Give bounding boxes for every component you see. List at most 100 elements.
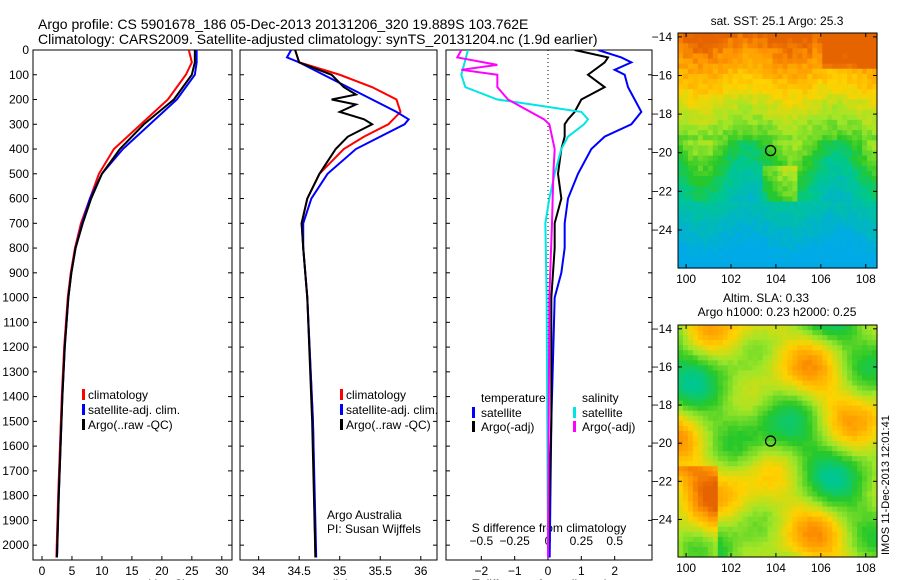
map-cell — [757, 176, 764, 182]
map-cell — [782, 145, 789, 152]
map-cell — [807, 89, 813, 95]
map-cell — [802, 140, 808, 146]
map-cell — [707, 526, 714, 533]
map-cell — [832, 521, 838, 528]
map-cell — [862, 385, 868, 392]
map-cell — [712, 385, 719, 392]
map-cell — [817, 145, 823, 152]
map-cell — [792, 435, 798, 442]
map-cell — [817, 257, 823, 264]
map-cell — [817, 227, 823, 233]
map-cell — [692, 340, 699, 346]
map-cell — [792, 33, 798, 39]
map-cell — [767, 365, 774, 371]
map-cell — [747, 350, 754, 356]
map-cell — [747, 400, 754, 407]
map-cell — [792, 506, 798, 513]
map-cell — [742, 546, 749, 553]
map-cell — [852, 155, 858, 162]
map-cell — [777, 430, 784, 437]
map-cell — [697, 466, 704, 472]
map-cell — [727, 446, 734, 452]
map-cell — [802, 375, 808, 382]
map-cell — [722, 405, 729, 412]
map-cell — [867, 119, 873, 126]
map-cell — [862, 73, 868, 80]
y-tick-label: 1200 — [2, 340, 29, 354]
map-cell — [767, 335, 774, 341]
map-cell — [847, 466, 853, 472]
map-cell — [872, 355, 878, 361]
map-cell — [697, 400, 704, 407]
map-cell — [792, 124, 798, 131]
legend-swatch — [472, 421, 475, 432]
map-cell — [727, 135, 734, 141]
map-cell — [867, 165, 873, 172]
map-cell — [732, 365, 739, 371]
map-cell — [852, 247, 858, 254]
map-cell — [817, 191, 823, 198]
map-cell — [737, 400, 744, 407]
map-cell — [687, 216, 694, 223]
map-cell — [862, 491, 868, 498]
map-cell — [702, 232, 709, 238]
map-cell — [827, 257, 833, 264]
map-cell — [847, 114, 853, 121]
map-cell — [697, 186, 704, 192]
map-cell — [872, 425, 878, 432]
map-cell — [737, 516, 744, 523]
map-cell — [812, 375, 818, 382]
map-cell — [797, 216, 803, 223]
map-cell — [678, 330, 684, 336]
map-cell — [822, 355, 828, 361]
map-cell — [767, 521, 774, 528]
map-cell — [777, 33, 784, 39]
map-cell — [727, 73, 734, 80]
map-cell — [727, 237, 734, 244]
map-cell — [712, 551, 719, 558]
map-cell — [697, 33, 704, 39]
map-cell — [872, 53, 878, 60]
map-cell — [852, 53, 858, 60]
map-cell — [872, 375, 878, 382]
map-cell — [782, 430, 789, 437]
map-cell — [827, 370, 833, 377]
map-cell — [847, 135, 853, 141]
map-cell — [722, 242, 729, 249]
map-cell — [842, 73, 848, 80]
map-cell — [782, 395, 789, 402]
map-cell — [827, 355, 833, 361]
map-cell — [832, 385, 838, 392]
map-cell — [872, 390, 878, 397]
map-cell — [772, 325, 779, 331]
map-cell — [787, 262, 794, 269]
map-cell — [862, 420, 868, 427]
map-cell — [817, 176, 823, 182]
map-cell — [797, 461, 803, 467]
map-cell — [787, 415, 794, 422]
map-cell — [707, 53, 714, 60]
map-cell — [682, 491, 689, 498]
map-cell — [837, 425, 843, 432]
map-cell — [697, 496, 704, 503]
map-cell — [792, 104, 798, 111]
map-cell — [717, 446, 724, 452]
map-cell — [777, 201, 784, 208]
map-cell — [732, 435, 739, 442]
map-cell — [717, 325, 724, 331]
map-cell — [787, 400, 794, 407]
map-cell — [852, 501, 858, 508]
map-cell — [732, 481, 739, 487]
map-cell — [697, 446, 704, 452]
map-cell — [757, 165, 764, 172]
map-cell — [822, 395, 828, 402]
map-cell — [752, 222, 759, 228]
map-cell — [852, 114, 858, 121]
map-cell — [807, 456, 813, 462]
map-cell — [872, 104, 878, 111]
map-cell — [717, 186, 724, 192]
map-cell — [692, 104, 699, 111]
map-cell — [852, 390, 858, 397]
map-cell — [687, 257, 694, 264]
map-cell — [792, 227, 798, 233]
